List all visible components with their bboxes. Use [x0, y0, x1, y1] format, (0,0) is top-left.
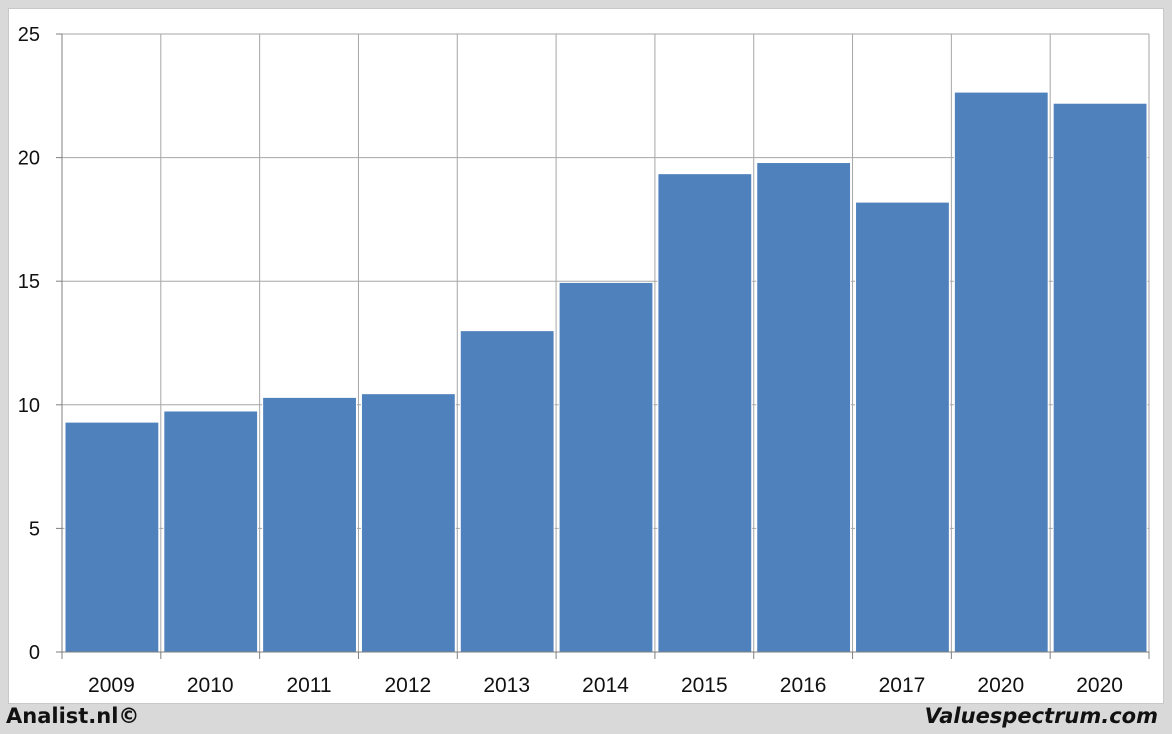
bar-2020: [1052, 102, 1148, 653]
y-tick-label: 25: [18, 24, 40, 46]
bar-2011: [262, 396, 357, 653]
axes: [56, 33, 1150, 659]
y-tick-label: 20: [18, 148, 40, 170]
bar-2017: [855, 201, 950, 653]
x-tick-label: 2010: [187, 674, 234, 697]
x-tick-label: 2012: [385, 674, 432, 697]
bar-2013: [459, 330, 555, 653]
x-tick-label: 2013: [483, 674, 530, 697]
x-tick-label: 2011: [286, 674, 331, 697]
bar-2014: [558, 281, 654, 653]
x-tick-label: 2009: [88, 674, 135, 697]
x-tick-label: 2020: [977, 674, 1024, 697]
bar-series: [64, 91, 1148, 653]
y-tick-label: 5: [29, 518, 40, 540]
bar-2009: [64, 421, 160, 653]
x-tick-label: 2017: [879, 674, 926, 697]
footer-source-right: Valuespectrum.com: [924, 704, 1158, 728]
x-tick-label: 2014: [582, 674, 629, 697]
bar-2016: [756, 162, 852, 653]
tick-labels: 0 5 10 15 20 25 2009 2010 2011 2012 2013 2014 2015 20…: [18, 24, 1123, 697]
x-tick-label: 2016: [780, 674, 827, 697]
y-tick-label: 15: [18, 271, 40, 293]
x-tick-label: 2015: [681, 674, 728, 697]
y-tick-label: 0: [29, 642, 40, 664]
bar-2020: [953, 91, 1049, 653]
bar-2012: [360, 393, 456, 653]
y-tick-label: 10: [18, 395, 40, 417]
bar-2015: [657, 173, 753, 653]
footer-source-left: Analist.nl©: [6, 704, 140, 728]
bar-2010: [163, 410, 259, 653]
x-tick-label: 2020: [1076, 674, 1123, 697]
